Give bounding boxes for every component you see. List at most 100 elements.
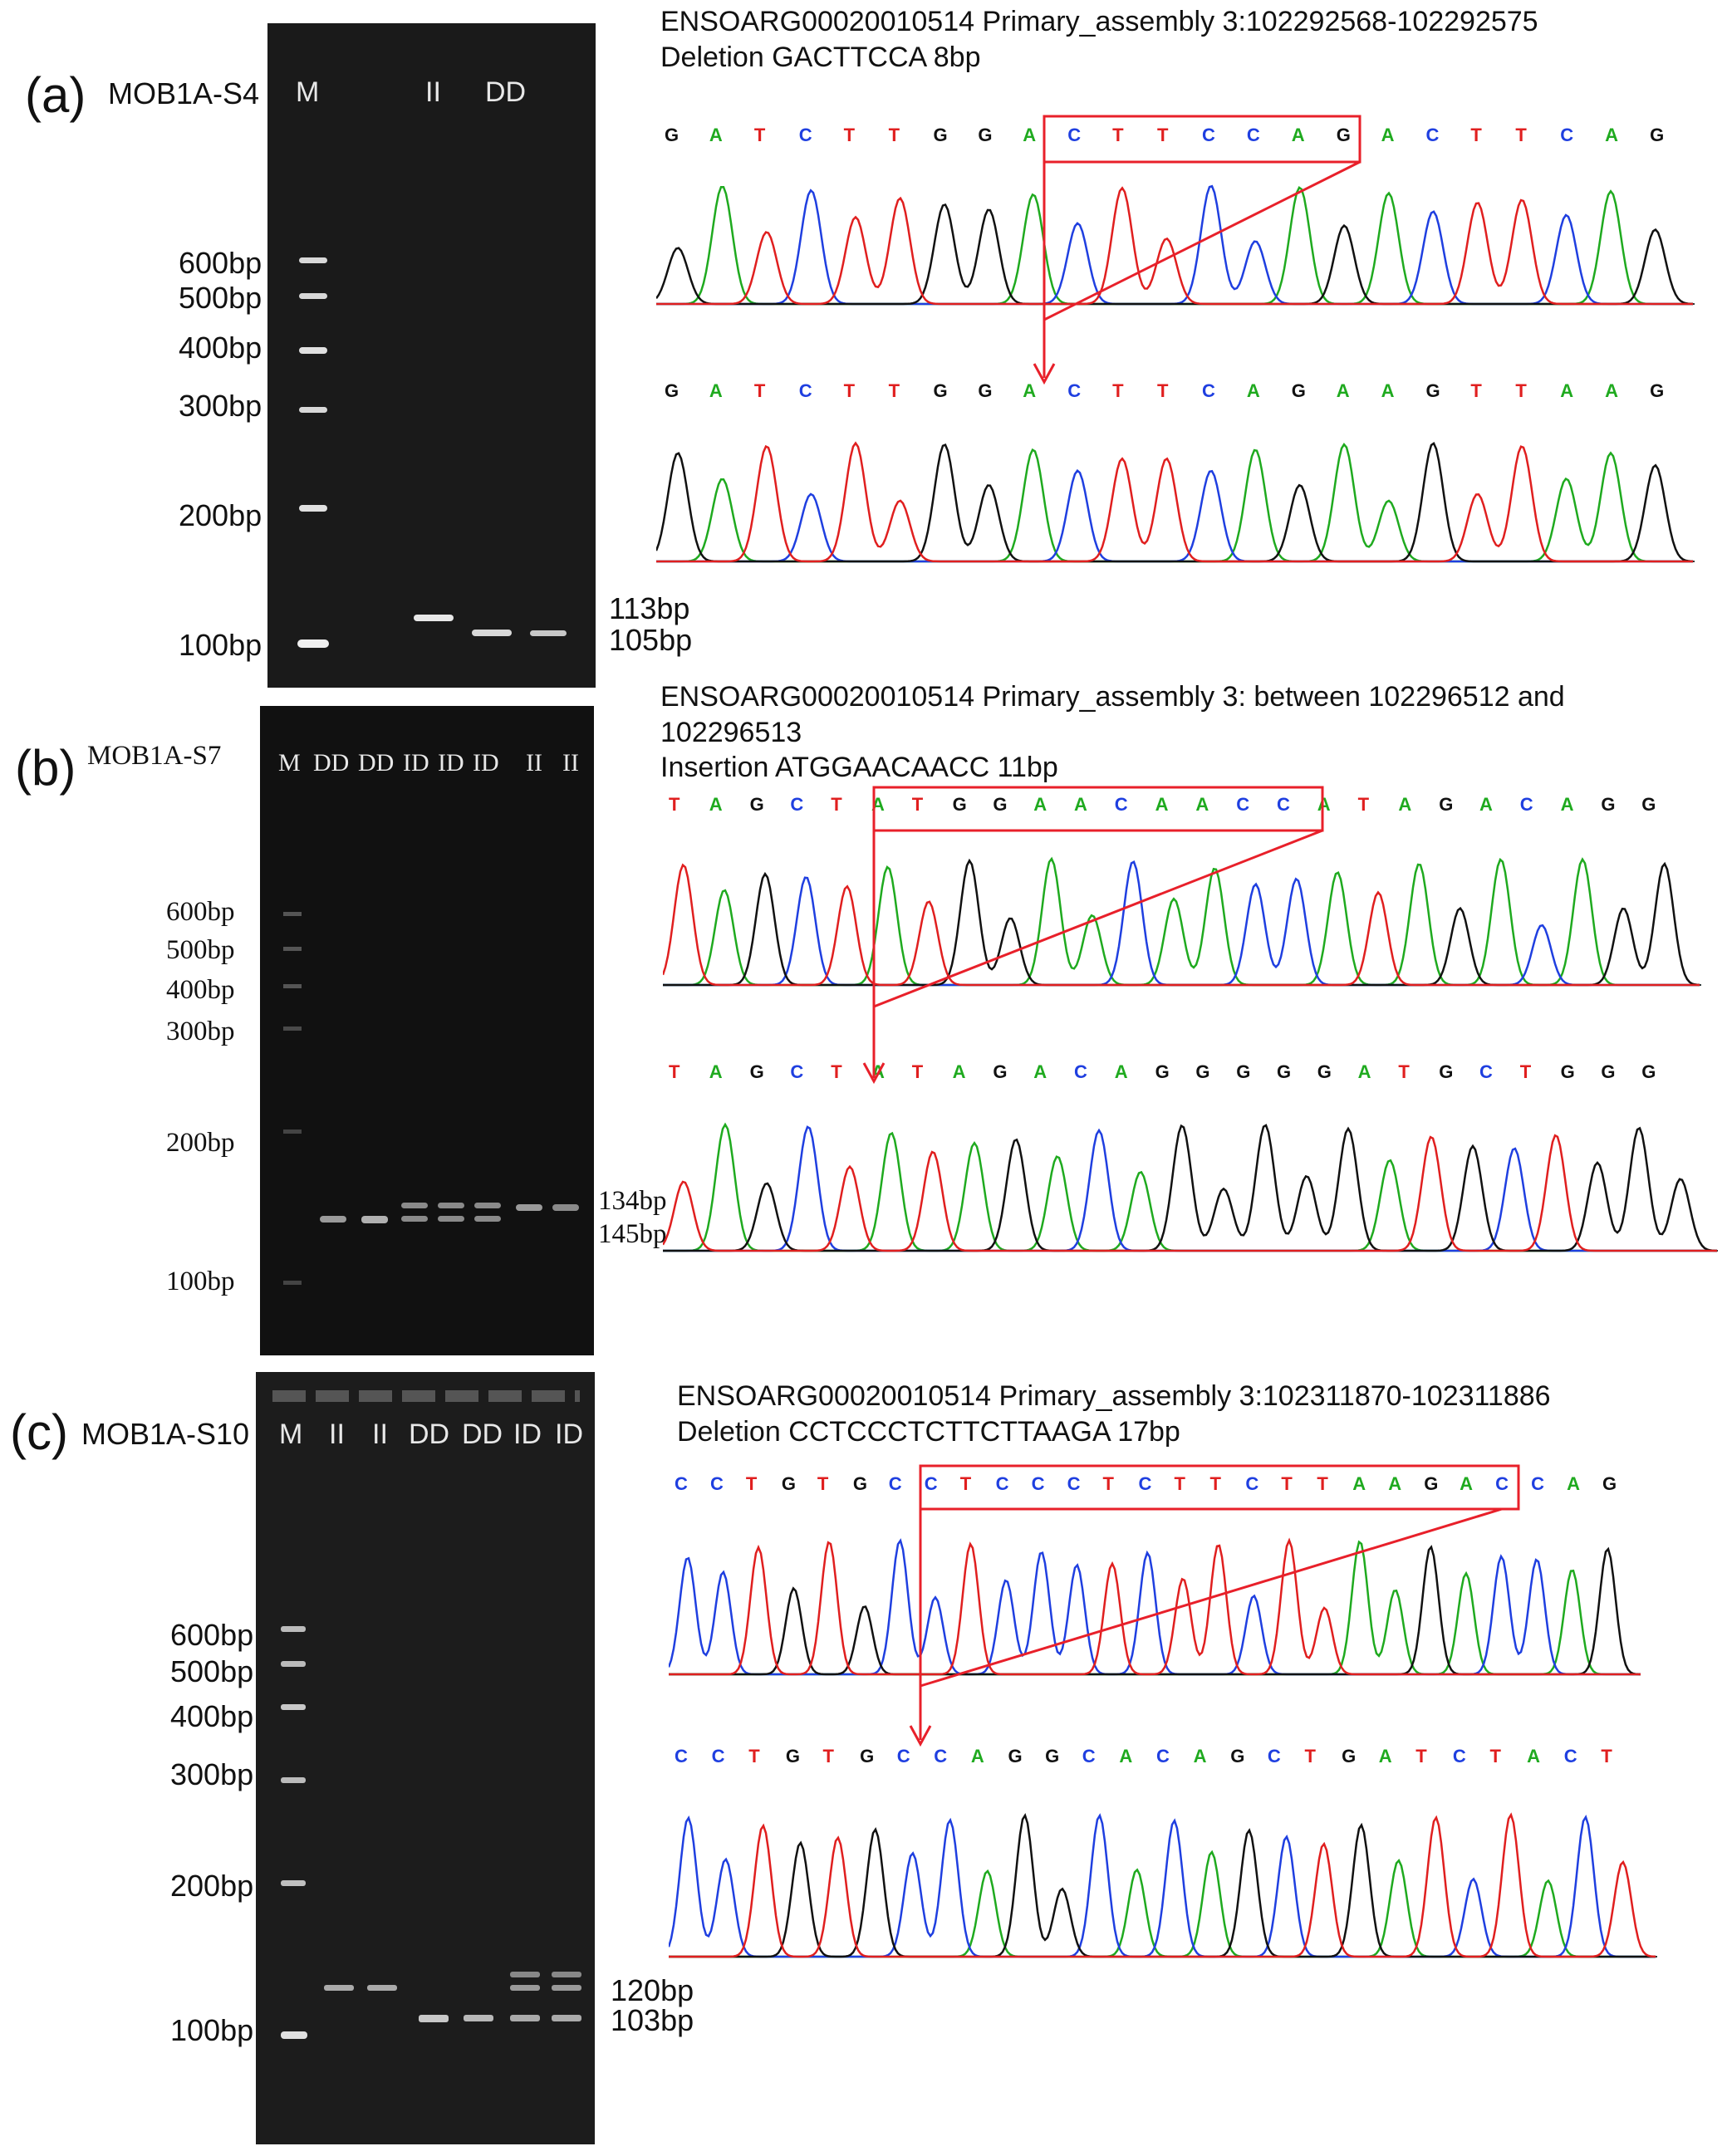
base-letter: T [748,1746,760,1766]
base-letter: T [888,125,900,145]
base-letter: C [675,1746,688,1766]
base-letter: G [1650,125,1665,145]
base-letter: A [1246,380,1260,401]
sample-band [472,630,512,636]
ladder-band [283,1281,302,1285]
base-letter: T [1281,1473,1293,1494]
base-letter: G [852,1473,867,1494]
base-letter: G [1641,1061,1656,1082]
info-line: Deletion CCTCCCTCTTCTTAAGA 17bp [677,1415,1180,1448]
sample-band [474,1216,501,1222]
base-letter: T [1415,1746,1427,1766]
base-letter: A [1388,1473,1402,1494]
base-letter: A [1023,380,1037,401]
base-letter: A [1460,1473,1474,1494]
sample-band [438,1216,464,1222]
trace-G [656,442,1694,563]
gel-image: M DD DD ID ID ID II II [260,706,594,1355]
base-letter: T [669,794,680,815]
base-letter: T [911,1061,924,1082]
chromatogram [663,1122,1718,1252]
base-letter: T [753,380,766,401]
base-letter: G [1602,1473,1617,1494]
base-letter: G [1277,1061,1292,1082]
base-letter: C [1067,380,1082,401]
locus-label: MOB1A-S10 [81,1417,250,1451]
base-letter: C [798,125,812,145]
base-letter: G [993,794,1008,815]
ladder-band [299,347,327,354]
ladder-band [299,407,327,413]
base-letter: C [1114,794,1128,815]
info-line: ENSOARG00020010514 Primary_assembly 3:10… [677,1380,1551,1412]
lane-label: ID [555,1419,583,1450]
ladder-band [281,1704,306,1710]
base-letter: T [911,794,924,815]
lane-label: DD [485,76,527,108]
band-size-label: 103bp [611,2003,694,2037]
ladder-band [283,947,302,951]
base-letter: A [1352,1473,1366,1494]
base-letter: A [709,1061,723,1082]
base-letter: G [1236,1061,1251,1082]
ladder-label: 200bp [166,1128,235,1158]
base-letter: G [749,1061,764,1082]
base-letter: A [1605,125,1619,145]
lane-label: II [562,749,579,777]
lane-label: ID [473,749,499,777]
ladder-label: 500bp [170,1654,254,1688]
base-letter: T [1317,1473,1328,1494]
base-letter: G [933,380,948,401]
band-size-label: 134bp [598,1186,667,1216]
base-letter: A [1398,794,1412,815]
base-letter: C [711,1746,725,1766]
base-letter: C [1074,1061,1087,1082]
panel-label: (b) [15,740,76,796]
base-letter: T [1157,125,1169,145]
trace-T [656,186,1693,306]
base-letter: T [843,125,856,145]
ladder-band [297,639,329,648]
base-letter: G [1424,1473,1439,1494]
base-letter: T [1519,1061,1532,1082]
lane-label: M [278,749,301,777]
base-letter: T [1357,794,1370,815]
base-letter: A [1381,125,1395,145]
base-letter: C [1236,794,1250,815]
base-letter: C [1082,1746,1096,1766]
lane-label: II [526,749,542,777]
base-letter: A [1033,794,1047,815]
base-letter: C [1245,1473,1259,1494]
lane-label: M [279,1419,303,1450]
sample-band [552,1204,579,1211]
ladder-label: 400bp [170,1699,254,1733]
band-size-label: 105bp [609,623,693,657]
chromatogram [669,1537,1641,1676]
base-letter: G [993,1061,1008,1082]
base-letter: G [1439,794,1454,815]
base-letter: C [1201,380,1215,401]
base-letter: C [1452,1746,1466,1766]
base-letter: C [896,1746,910,1766]
gel-image: M II DD [267,23,596,688]
sample-band [419,2015,449,2022]
lane-label: DD [358,749,395,777]
base-letter: A [1605,380,1619,401]
base-letter: T [1209,1473,1221,1494]
ladder-band [283,912,302,916]
base-letter: G [978,380,993,401]
base-letter: T [1470,125,1482,145]
lane-label: DD [313,749,350,777]
base-letter: G [1439,1061,1454,1082]
base-letter: A [1527,1746,1541,1766]
trace-T [669,1812,1656,1958]
sample-band [516,1204,542,1211]
trace-T [663,863,1700,987]
sample-band [414,615,454,621]
base-letter: C [1563,1746,1577,1766]
base-letter: C [1201,125,1215,145]
sample-band [361,1216,388,1223]
